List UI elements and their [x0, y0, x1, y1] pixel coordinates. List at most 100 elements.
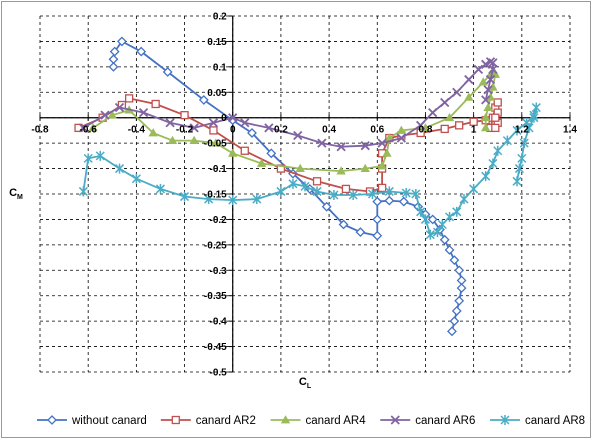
data-point	[100, 110, 110, 120]
data-point	[488, 58, 498, 68]
data-point	[384, 186, 394, 197]
data-point	[108, 54, 119, 65]
data-point	[355, 227, 366, 238]
y-axis-title-main: C	[9, 187, 17, 199]
x-tick-label: -0.4	[128, 125, 146, 136]
data-point	[517, 153, 527, 164]
data-point	[493, 145, 503, 156]
x-tick-label: 0.6	[370, 125, 384, 136]
x-tick-label: -0.2	[176, 125, 194, 136]
y-tick-label: -0.35	[204, 291, 227, 302]
legend-item: without canard	[37, 415, 147, 427]
y-tick-label: -0.2	[209, 215, 227, 226]
data-point	[312, 177, 322, 186]
data-point	[108, 61, 119, 72]
data-point	[300, 181, 310, 192]
x-tick-label: 0.2	[274, 125, 288, 136]
data-point	[481, 59, 491, 69]
data-point	[416, 128, 425, 138]
series-line	[112, 40, 463, 332]
data-point	[459, 194, 469, 205]
data-point	[396, 133, 407, 143]
data-point	[444, 112, 455, 122]
data-point	[95, 150, 105, 161]
data-point	[416, 206, 426, 217]
x-tick-label: 0	[230, 125, 236, 136]
data-point	[240, 118, 250, 128]
data-point	[377, 183, 387, 193]
data-point	[209, 126, 218, 135]
data-point	[114, 163, 125, 174]
data-point	[485, 74, 496, 85]
data-point	[208, 118, 219, 128]
data-point	[396, 125, 407, 134]
data-point	[124, 94, 134, 103]
y-tick-label: -0.15	[204, 190, 227, 201]
data-point	[377, 161, 387, 170]
series-layer	[74, 36, 541, 337]
data-point	[440, 124, 449, 134]
series-canard-ar8	[78, 102, 541, 240]
data-point	[228, 148, 238, 157]
data-point	[312, 186, 322, 197]
data-point	[264, 123, 274, 133]
data-point	[360, 163, 370, 172]
tick-labels: -0.8 -0.6 -0.4 -0.2 0 0.2 0.4 0.6 0.8 1 1.2 1.4 0.2 0…	[31, 12, 577, 379]
y-tick-label: 0	[221, 113, 227, 124]
y-axis-title: CM	[9, 187, 23, 201]
data-point	[480, 123, 491, 132]
data-point	[151, 99, 160, 109]
x-axis-title-main: C	[299, 376, 307, 388]
x-tick-label: 1	[471, 125, 477, 136]
data-point	[136, 46, 147, 57]
data-point	[382, 148, 392, 157]
x-tick-label: 0.4	[322, 125, 336, 136]
grid	[39, 15, 571, 373]
legend-label: canard AR2	[196, 415, 256, 427]
data-point	[198, 94, 209, 105]
x-tick-label: 0.8	[419, 125, 433, 136]
data-point	[367, 189, 377, 199]
data-point	[483, 102, 493, 111]
x-tick-label: -0.8	[31, 125, 49, 136]
data-point	[74, 123, 83, 133]
data-point	[372, 230, 383, 241]
data-point	[116, 36, 127, 47]
legend-label: without canard	[71, 415, 147, 427]
data-point	[88, 123, 98, 132]
data-point	[469, 117, 478, 126]
data-point	[531, 102, 541, 113]
series-line	[92, 71, 497, 173]
data-point	[502, 135, 512, 146]
data-point	[155, 183, 165, 194]
data-point	[266, 148, 277, 159]
data-point	[336, 166, 346, 175]
y-tick-label: -0.45	[204, 342, 227, 353]
data-point	[131, 173, 141, 184]
data-point	[372, 196, 383, 207]
data-point	[228, 113, 238, 123]
data-point	[432, 227, 443, 238]
data-point	[427, 214, 438, 225]
data-point	[449, 316, 460, 327]
data-point	[493, 98, 502, 107]
series-canard-ar6	[78, 57, 498, 152]
legend-swatch-marker	[500, 415, 510, 425]
data-point	[529, 112, 539, 123]
x-axis-title: CL	[299, 376, 312, 390]
data-point	[180, 111, 189, 120]
data-point	[452, 87, 462, 97]
data-point	[189, 123, 199, 133]
data-point	[485, 57, 496, 67]
x-tick-label: -0.6	[80, 125, 98, 136]
data-point	[338, 219, 349, 230]
data-point	[109, 46, 120, 57]
data-point	[256, 158, 267, 167]
data-point	[293, 130, 303, 141]
legend-item: canard AR4	[270, 415, 366, 427]
data-point	[148, 128, 158, 137]
data-point	[78, 123, 89, 133]
data-point	[491, 123, 500, 133]
data-point	[488, 158, 498, 169]
data-point	[454, 295, 465, 306]
